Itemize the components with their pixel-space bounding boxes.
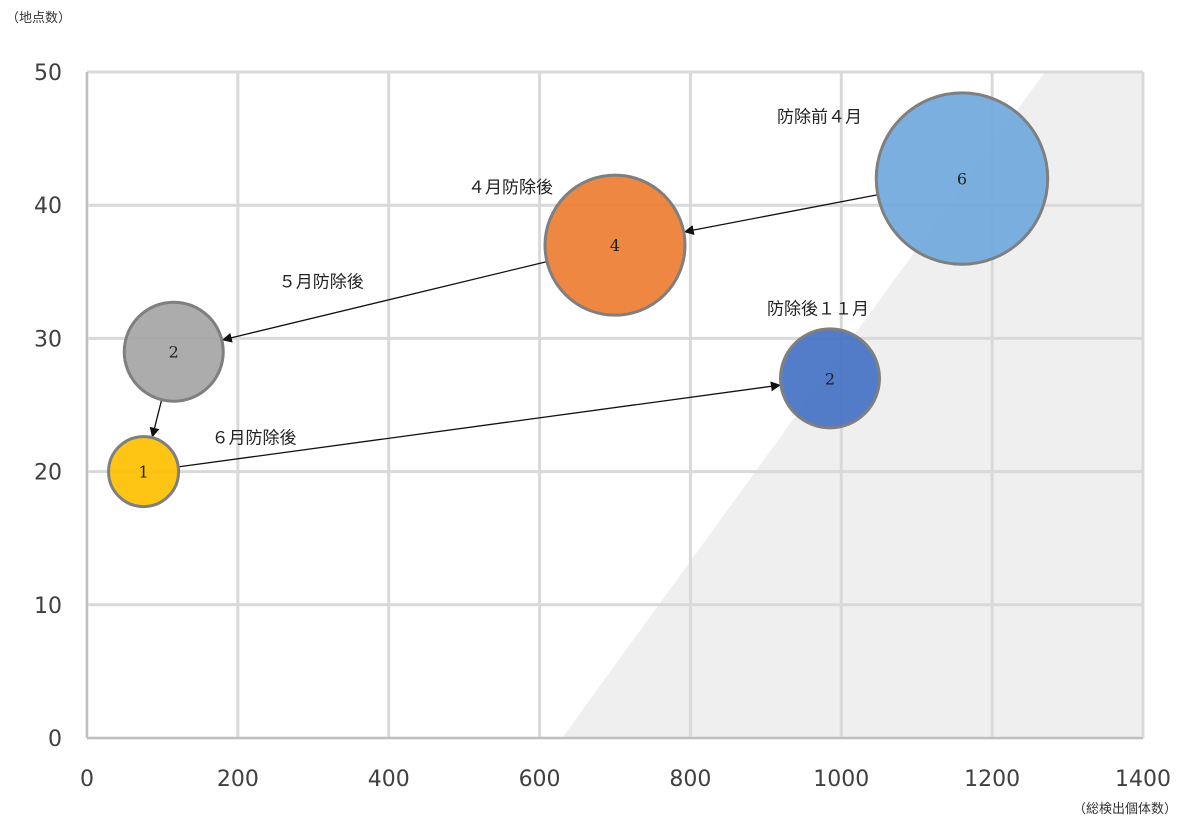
y-tick-label: 50 — [34, 61, 62, 86]
y-tick-label: 40 — [34, 194, 62, 219]
x-tick-label: 400 — [368, 767, 410, 792]
bubbles: 6 4 2 1 2 — [107, 91, 1050, 509]
bubble — [107, 435, 181, 509]
arrow — [683, 194, 878, 235]
x-tick-label: 1200 — [964, 767, 1020, 792]
labels: 防除前４月 ４月防除後 ５月防除後 ６月防除後 防除後１１月 — [212, 108, 869, 449]
x-tick-label: 800 — [669, 767, 711, 792]
x-unit-label: （総検出個体数） — [1073, 802, 1177, 817]
y-unit-label: （地点数） — [6, 11, 71, 26]
y-tick-label: 20 — [34, 461, 62, 486]
bubble-value-label: 6 — [957, 170, 967, 189]
axes: 0 200 400 600 800 1000 1200 1400 0 10 20 30 40 50 — [34, 61, 1171, 792]
y-tick-label: 10 — [34, 594, 62, 619]
x-tick-label: 600 — [519, 767, 561, 792]
bubble-value-label: 4 — [610, 236, 620, 255]
x-tick-label: 0 — [80, 767, 94, 792]
y-tick-label: 30 — [34, 327, 62, 352]
bubble-series-label: 防除前４月 — [777, 108, 862, 128]
bubble-value-label: 2 — [169, 343, 179, 362]
bubble-series-label: ４月防除後 — [468, 178, 553, 198]
y-tick-label: 0 — [48, 727, 62, 752]
x-tick-label: 200 — [217, 767, 259, 792]
bubble-series-label: ５月防除後 — [279, 273, 364, 293]
bubble-value-label: 1 — [138, 463, 148, 482]
arrow — [221, 260, 548, 343]
x-tick-label: 1400 — [1115, 767, 1171, 792]
arrows — [149, 194, 878, 468]
arrow — [178, 381, 781, 468]
x-tick-label: 1000 — [813, 767, 869, 792]
arrow — [149, 399, 163, 438]
bubble — [543, 173, 687, 317]
bubble — [874, 91, 1050, 266]
bubble-value-label: 2 — [825, 369, 835, 388]
bubble-series-label: ６月防除後 — [212, 429, 297, 449]
bubble — [122, 300, 225, 403]
bubble — [778, 327, 881, 430]
bubble-series-label: 防除後１１月 — [767, 299, 869, 319]
